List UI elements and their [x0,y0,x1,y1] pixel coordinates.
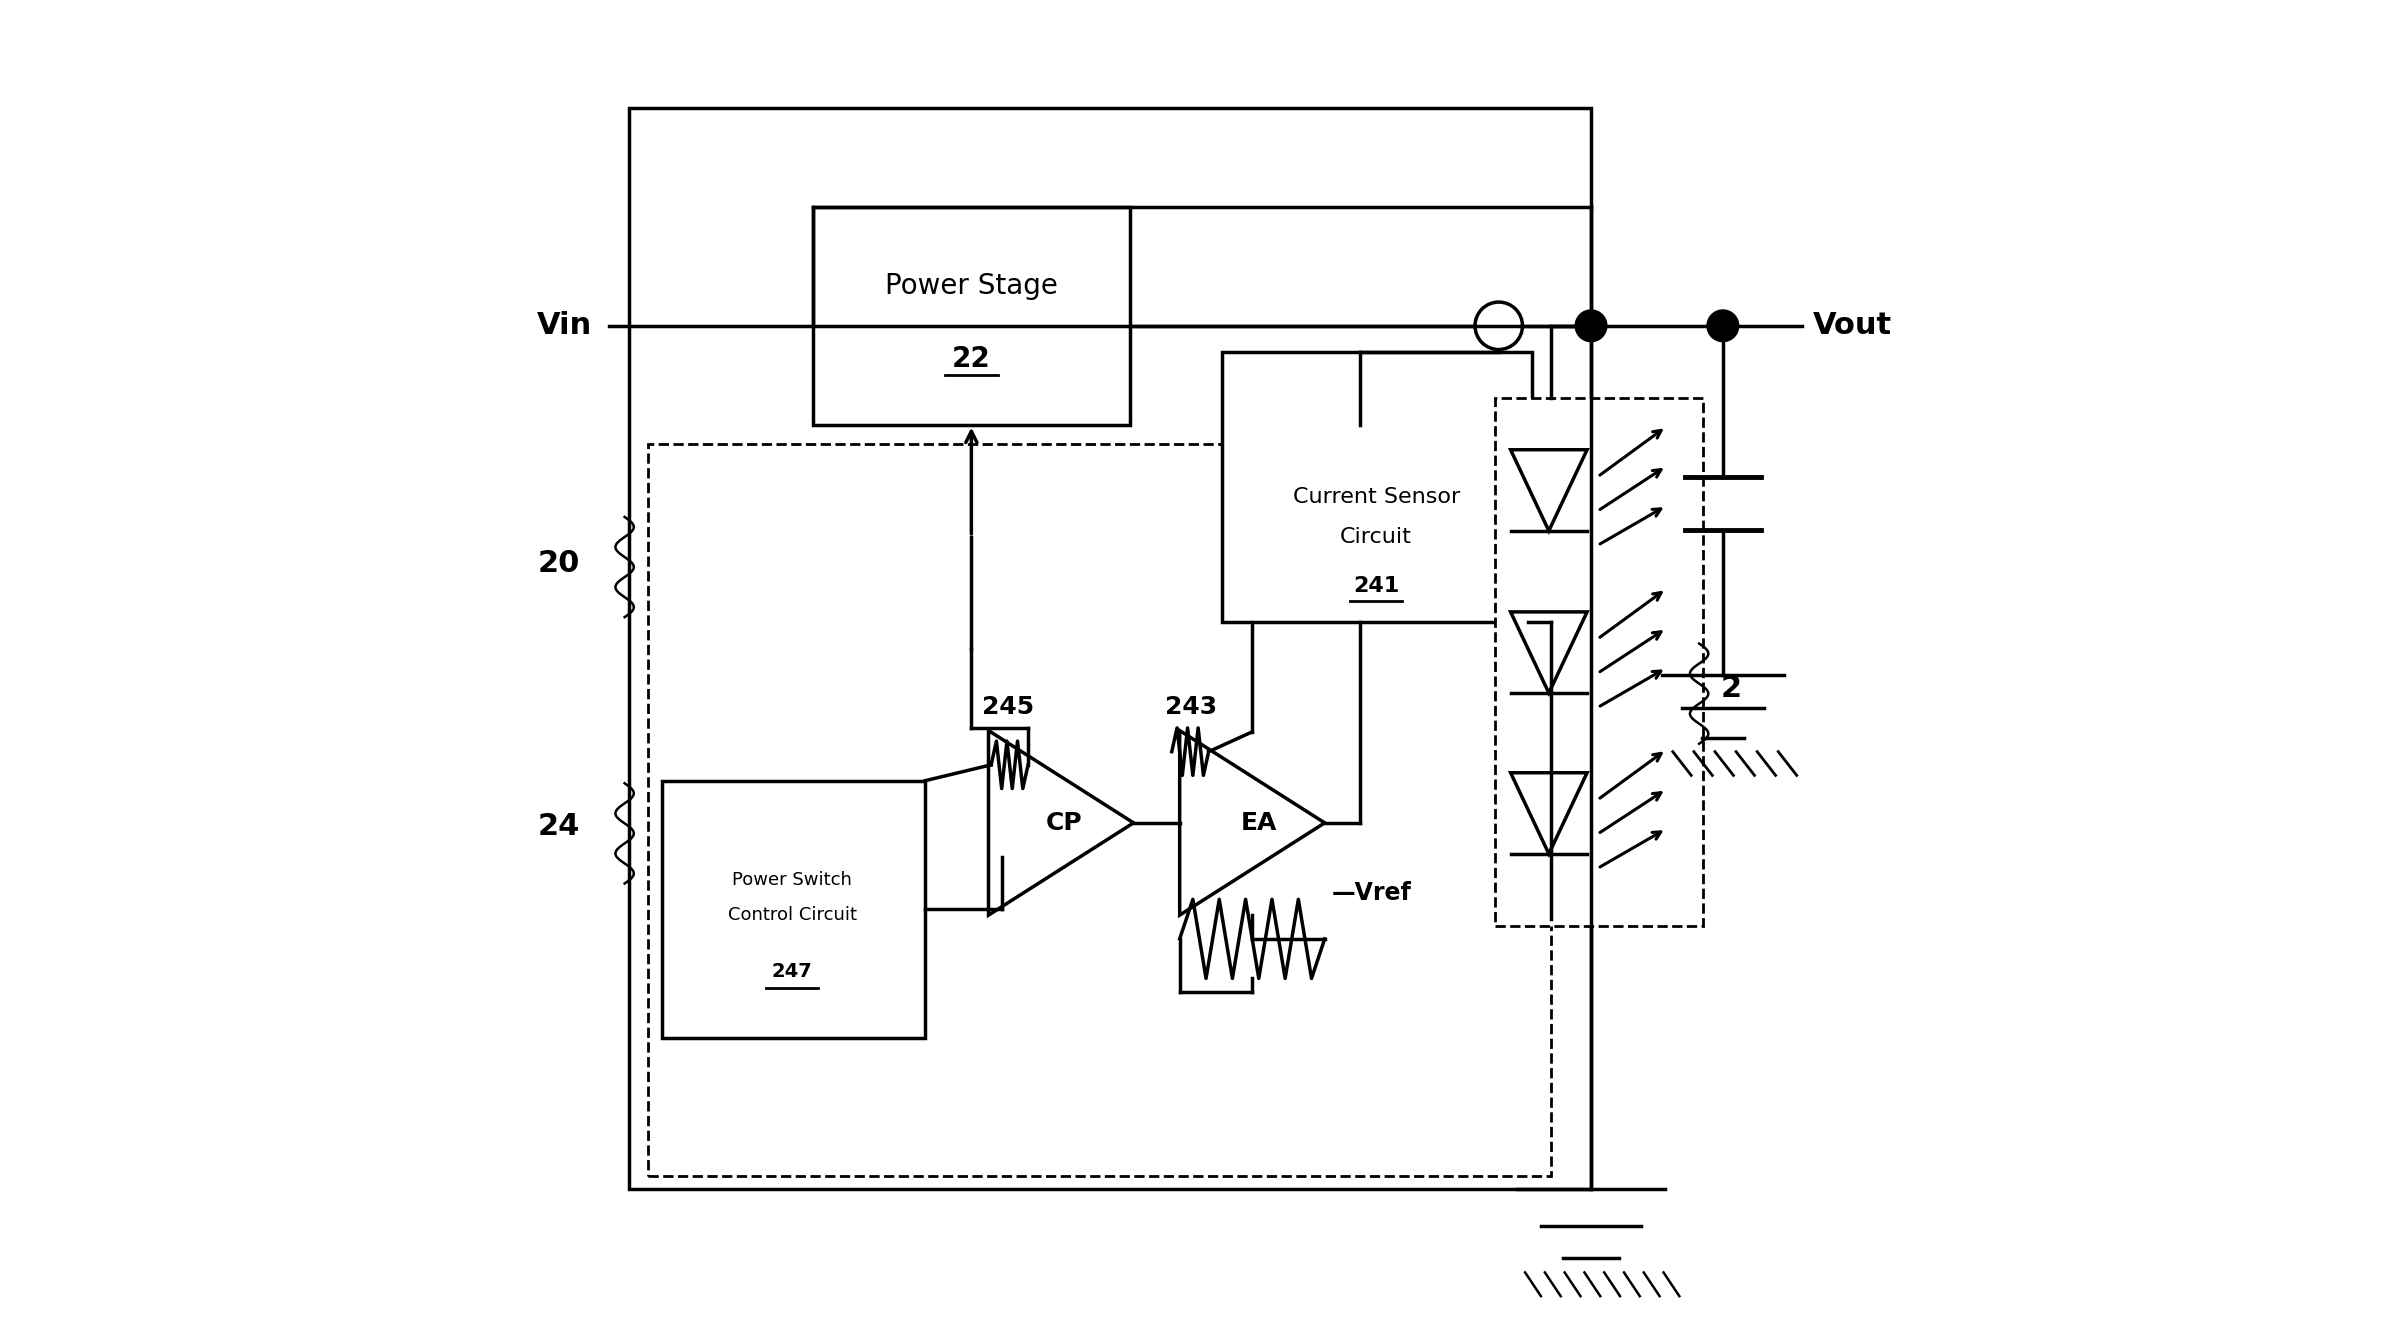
Bar [629,109,1590,1189]
Text: EA: EA [1241,810,1277,835]
Text: 2: 2 [1719,674,1741,703]
Text: 22: 22 [952,344,990,373]
Circle shape [1707,310,1738,342]
Circle shape [1576,310,1607,342]
Bar [648,445,1552,1176]
Text: 20: 20 [538,548,579,577]
Text: 243: 243 [1164,695,1217,719]
Text: Current Sensor: Current Sensor [1294,487,1461,507]
Bar [1222,352,1533,622]
Text: Control Circuit: Control Circuit [727,906,856,924]
Text: 245: 245 [983,695,1035,719]
Text: 24: 24 [538,813,579,841]
Text: 247: 247 [772,963,813,981]
Bar [1494,399,1702,925]
Text: Circuit: Circuit [1341,527,1413,547]
Text: 241: 241 [1353,576,1399,596]
Text: Vout: Vout [1812,311,1891,340]
Bar [813,207,1129,425]
Text: Power Stage: Power Stage [885,273,1057,301]
Text: CP: CP [1045,810,1083,835]
Bar [662,781,925,1038]
Text: —Vref: —Vref [1332,880,1411,904]
Text: Power Switch: Power Switch [732,871,851,888]
Text: Vin: Vin [536,311,591,340]
